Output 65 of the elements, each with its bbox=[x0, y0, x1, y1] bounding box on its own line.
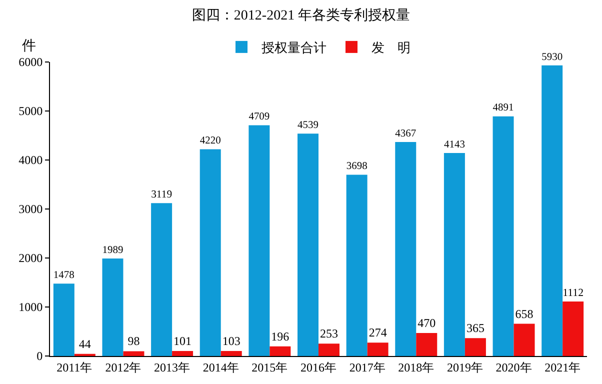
x-tick-label: 2011年 bbox=[56, 360, 92, 374]
bar bbox=[464, 338, 486, 356]
data-label: 4891 bbox=[492, 102, 514, 114]
bar bbox=[367, 342, 388, 356]
bar bbox=[562, 302, 584, 356]
bar bbox=[444, 152, 465, 356]
bar bbox=[151, 203, 172, 356]
data-label: 98 bbox=[128, 334, 140, 348]
y-tick-label: 0 bbox=[36, 349, 43, 364]
bar bbox=[346, 174, 368, 356]
data-label: 5930 bbox=[542, 52, 563, 63]
chart-title: 图四：2012-2021 年各类专利授权量 bbox=[192, 7, 410, 24]
data-label: 274 bbox=[368, 326, 387, 340]
data-label: 4367 bbox=[395, 128, 416, 140]
x-tick-label: 2021年 bbox=[544, 360, 581, 374]
y-tick-label: 6000 bbox=[18, 55, 43, 70]
x-tick-label: 2019年 bbox=[446, 360, 483, 374]
y-axis-title: 件 bbox=[22, 38, 36, 54]
data-label: 4143 bbox=[444, 139, 465, 150]
data-label: 4539 bbox=[298, 120, 318, 131]
bar bbox=[200, 149, 221, 356]
x-tick-label: 2013年 bbox=[154, 360, 190, 374]
bar bbox=[492, 116, 514, 356]
data-label: 4220 bbox=[200, 136, 221, 147]
x-tick-label: 2016年 bbox=[300, 360, 336, 374]
bar bbox=[318, 344, 340, 356]
x-tick-label: 2020年 bbox=[496, 360, 532, 374]
bar bbox=[395, 142, 416, 356]
bar bbox=[172, 351, 194, 356]
data-label: 1478 bbox=[53, 270, 74, 281]
x-tick-label: 2017年 bbox=[349, 360, 386, 374]
bar bbox=[270, 346, 291, 356]
x-tick-label: 2015年 bbox=[252, 360, 288, 374]
data-label: 44 bbox=[78, 336, 91, 351]
data-label: 1112 bbox=[562, 286, 584, 299]
data-label: 196 bbox=[271, 329, 290, 344]
bar bbox=[298, 134, 318, 356]
data-label: 101 bbox=[174, 334, 192, 348]
legend-label: 授权量合计 bbox=[262, 40, 326, 56]
bar bbox=[220, 350, 242, 356]
data-label: 3119 bbox=[151, 188, 172, 200]
bar bbox=[416, 332, 438, 356]
y-tick-label: 3000 bbox=[18, 202, 43, 216]
data-label: 470 bbox=[418, 316, 436, 330]
data-label: 658 bbox=[515, 306, 534, 321]
x-tick-label: 2012年 bbox=[105, 360, 142, 374]
bar bbox=[248, 125, 270, 356]
data-label: 4709 bbox=[248, 112, 270, 123]
data-label: 253 bbox=[320, 326, 338, 341]
y-tick-label: 1000 bbox=[18, 300, 43, 314]
data-label: 103 bbox=[222, 334, 240, 348]
y-tick-label: 2000 bbox=[18, 251, 43, 266]
bar bbox=[542, 65, 563, 356]
data-label: 1989 bbox=[102, 244, 124, 256]
data-label: 3698 bbox=[346, 161, 368, 172]
y-tick-label: 5000 bbox=[18, 104, 43, 118]
legend-label: 发 明 bbox=[372, 40, 410, 56]
bar bbox=[53, 284, 74, 356]
bar bbox=[123, 351, 144, 356]
bar bbox=[514, 324, 535, 356]
y-tick-label: 4000 bbox=[18, 153, 43, 168]
data-label: 365 bbox=[466, 321, 484, 336]
x-tick-label: 2018年 bbox=[398, 360, 434, 374]
x-tick-label: 2014年 bbox=[202, 360, 239, 374]
bar bbox=[102, 258, 124, 356]
